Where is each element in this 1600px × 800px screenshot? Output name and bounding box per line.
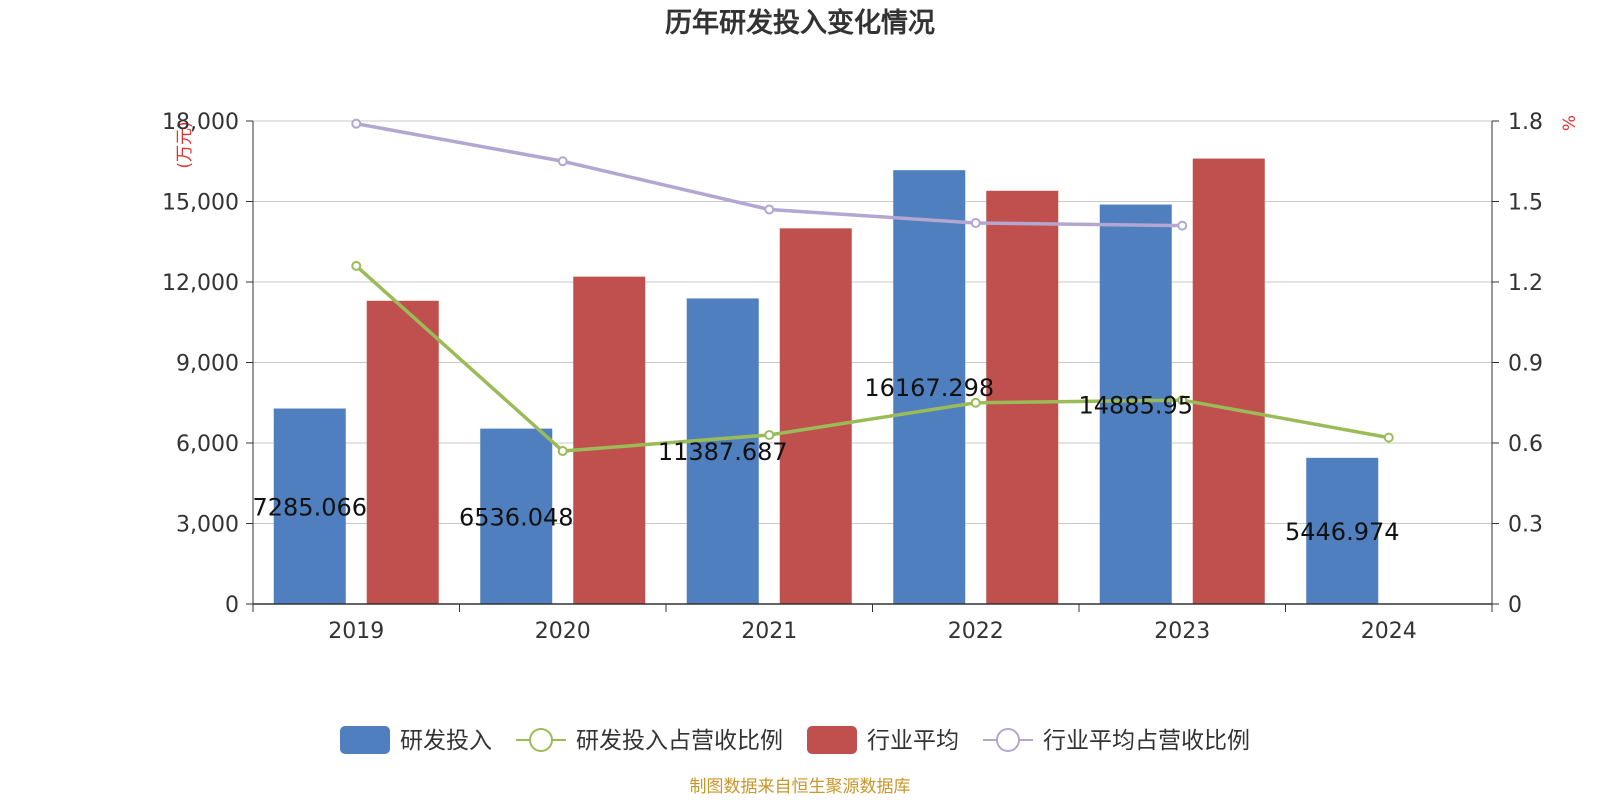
line-point <box>557 446 568 457</box>
x-axis-tick-label: 2021 <box>741 619 797 644</box>
bar-2019 <box>273 408 346 604</box>
x-axis-tick-label: 2022 <box>948 619 1004 644</box>
bar-2022 <box>893 170 966 605</box>
left-axis-tick-label: 18,000 <box>162 110 239 135</box>
bar-2020 <box>480 428 553 604</box>
line-point <box>970 217 981 228</box>
line-point <box>1177 395 1188 406</box>
left-axis-unit: (万元) <box>175 121 195 168</box>
bar-value-label: 5446.974 <box>1285 518 1400 546</box>
legend-label: 研发投入 <box>400 728 492 754</box>
bar-value-label: 11387.687 <box>658 438 788 466</box>
right-axis-tick-label: 1.2 <box>1508 271 1543 296</box>
bar-value-label: 16167.298 <box>864 374 994 402</box>
bar-value-label: 6536.048 <box>459 503 574 531</box>
legend-swatch <box>996 728 1020 752</box>
x-axis-tick-label: 2023 <box>1154 619 1210 644</box>
line-point <box>1383 432 1394 443</box>
legend-swatch <box>340 726 390 754</box>
legend-swatch <box>529 728 553 752</box>
legend-swatch <box>807 726 857 754</box>
bar-2023 <box>1099 204 1172 604</box>
legend-label: 行业平均 <box>867 728 959 754</box>
bar-value-label: 7285.066 <box>252 493 367 521</box>
line-point <box>764 429 775 440</box>
right-axis-tick-label: 1.8 <box>1508 110 1543 135</box>
left-axis-tick-label: 9,000 <box>176 352 239 377</box>
bar-2021 <box>686 298 759 604</box>
left-axis-tick-label: 15,000 <box>162 191 239 216</box>
line-point <box>351 118 362 129</box>
line-point <box>764 204 775 215</box>
right-axis-tick-label: 0.6 <box>1508 432 1543 457</box>
left-axis-tick-label: 0 <box>225 593 239 618</box>
right-axis-unit: % <box>1560 115 1580 131</box>
line-point <box>557 156 568 167</box>
right-axis-tick-label: 1.5 <box>1508 191 1543 216</box>
right-axis-tick-label: 0.3 <box>1508 513 1543 538</box>
bar-2022 <box>986 190 1059 604</box>
right-axis-tick-label: 0.9 <box>1508 352 1543 377</box>
x-axis-tick-label: 2024 <box>1361 619 1417 644</box>
bar-2019 <box>366 300 439 604</box>
left-axis-tick-label: 12,000 <box>162 271 239 296</box>
bar-2024 <box>1306 457 1379 604</box>
line-point <box>351 260 362 271</box>
bar-2020 <box>573 276 646 604</box>
bar-value-label: 14885.95 <box>1078 391 1193 419</box>
x-axis-tick-label: 2020 <box>535 619 591 644</box>
line-point <box>1177 220 1188 231</box>
left-axis-tick-label: 3,000 <box>176 513 239 538</box>
bar-2021 <box>779 228 852 605</box>
bar-2023 <box>1192 158 1265 605</box>
line-series <box>355 264 1390 453</box>
left-axis-tick-label: 6,000 <box>176 432 239 457</box>
right-axis-tick-label: 0 <box>1508 593 1522 618</box>
line-point <box>970 397 981 408</box>
chart: 历年研发投入变化情况 (万元) % 0 0 3,000 0.3 6,000 0.6 9,00… <box>162 7 1580 754</box>
legend-label: 研发投入占营收比例 <box>576 728 783 754</box>
source-footer: 制图数据来自恒生聚源数据库 <box>689 777 911 797</box>
x-axis-tick-label: 2019 <box>328 619 384 644</box>
chart-title: 历年研发投入变化情况 <box>665 7 935 39</box>
legend-label: 行业平均占营收比例 <box>1043 728 1250 754</box>
